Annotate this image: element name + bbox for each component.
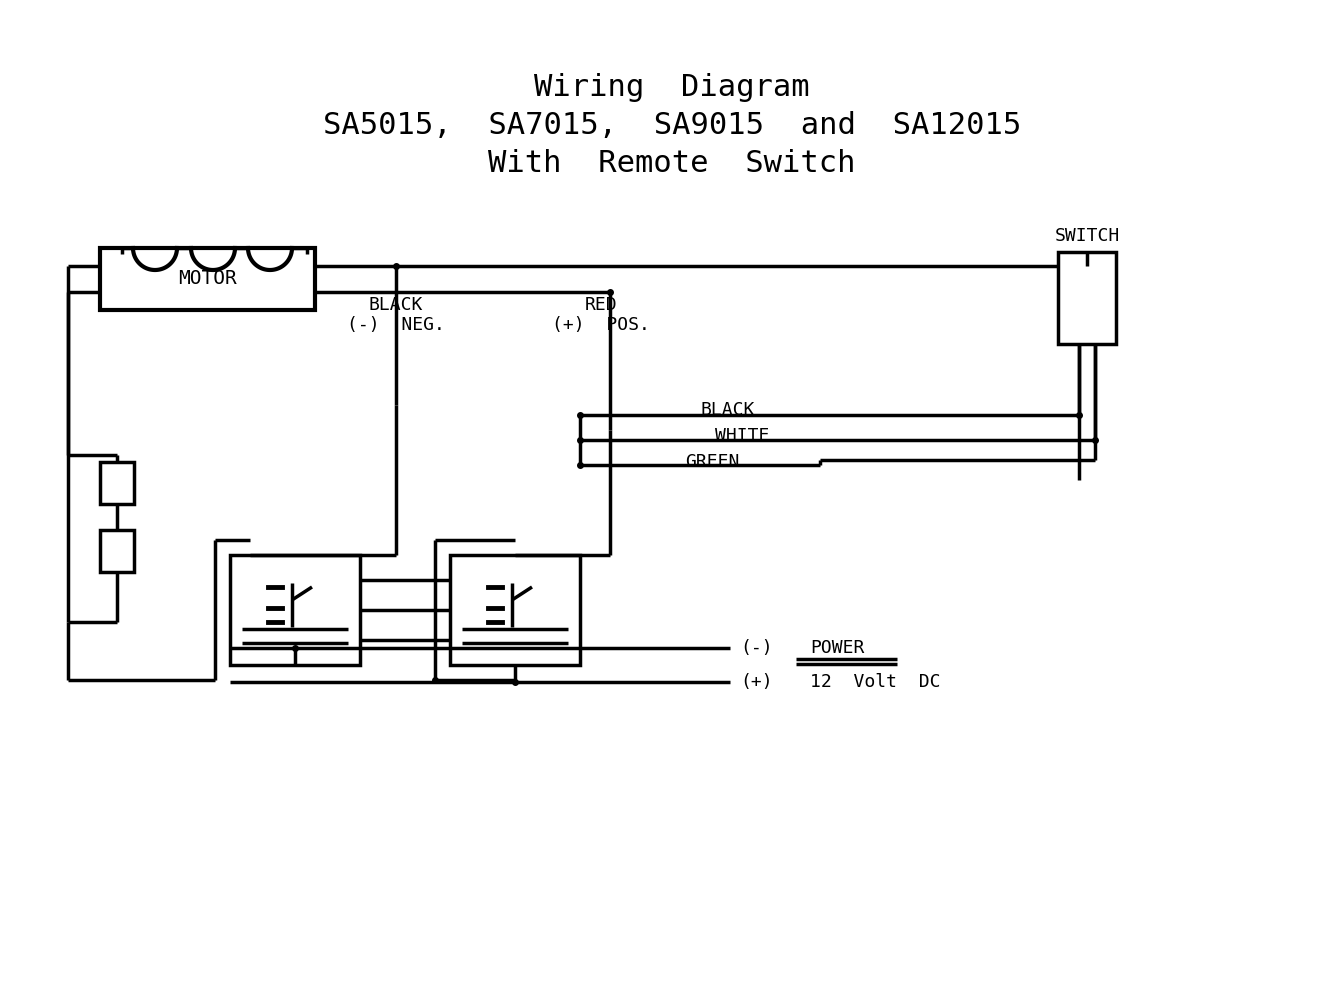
Text: (-): (-) bbox=[741, 639, 773, 657]
Text: (+)  POS.: (+) POS. bbox=[552, 316, 650, 334]
Text: With  Remote  Switch: With Remote Switch bbox=[488, 148, 856, 177]
Text: MOTOR: MOTOR bbox=[179, 269, 237, 288]
Text: POWER: POWER bbox=[810, 639, 864, 657]
Text: WHITE: WHITE bbox=[715, 427, 769, 445]
Text: GREEN: GREEN bbox=[685, 453, 739, 471]
Bar bbox=[450, 555, 581, 665]
Bar bbox=[1058, 252, 1116, 344]
Text: (+): (+) bbox=[741, 673, 773, 691]
Text: BLACK: BLACK bbox=[368, 296, 423, 314]
Bar bbox=[99, 530, 134, 572]
Text: (-)  NEG.: (-) NEG. bbox=[347, 316, 445, 334]
Text: SWITCH: SWITCH bbox=[1055, 227, 1120, 245]
Text: RED: RED bbox=[585, 296, 617, 314]
Text: BLACK: BLACK bbox=[700, 401, 754, 419]
Bar bbox=[230, 555, 360, 665]
Bar bbox=[99, 248, 314, 310]
Text: SA5015,  SA7015,  SA9015  and  SA12015: SA5015, SA7015, SA9015 and SA12015 bbox=[323, 112, 1021, 140]
Text: 12  Volt  DC: 12 Volt DC bbox=[810, 673, 941, 691]
Bar bbox=[99, 462, 134, 504]
Text: Wiring  Diagram: Wiring Diagram bbox=[534, 74, 810, 103]
